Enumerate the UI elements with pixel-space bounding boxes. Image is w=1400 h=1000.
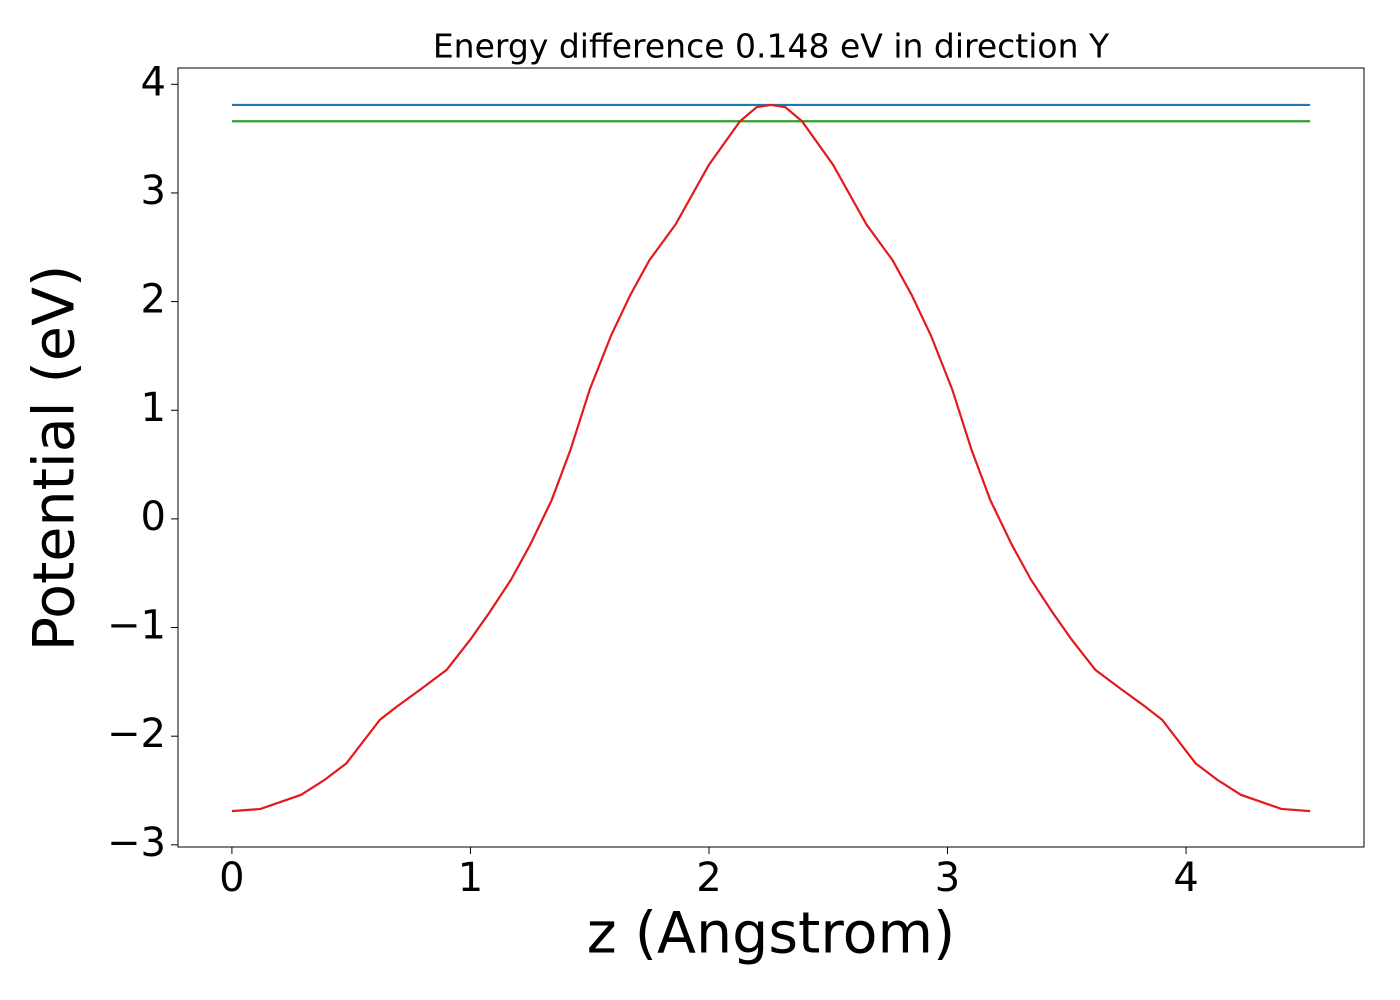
x-axis-label: z (Angstrom) [587,901,955,967]
y-tick-label: 4 [141,59,166,105]
y-tick-label: 1 [141,385,166,431]
x-tick-label: 3 [935,855,960,901]
x-tick-label: 4 [1173,855,1198,901]
y-axis-label: Potential (eV) [22,265,88,651]
series-line [231,103,1311,813]
x-tick-label: 0 [219,855,244,901]
x-tick-label: 1 [458,855,483,901]
y-tick-label: 3 [141,168,166,214]
y-tick-label: −1 [107,603,166,649]
chart-title: Energy difference 0.148 eV in direction … [433,27,1110,66]
y-tick-label: 2 [141,277,166,323]
y-tick-label: 0 [141,494,166,540]
plot-frame [177,67,1365,848]
x-tick-label: 2 [696,855,721,901]
y-tick-label: −3 [107,820,166,866]
y-tick-label: −2 [107,711,166,757]
